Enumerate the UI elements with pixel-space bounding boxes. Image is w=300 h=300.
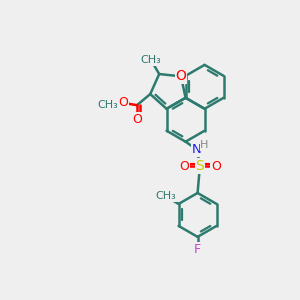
Text: O: O [179, 160, 189, 173]
Text: S: S [196, 159, 204, 173]
Text: H: H [200, 140, 209, 150]
Text: O: O [211, 160, 221, 173]
Text: F: F [194, 243, 201, 256]
Text: N: N [192, 143, 202, 156]
Text: O: O [132, 112, 142, 125]
Text: CH₃: CH₃ [141, 55, 161, 65]
Text: O: O [118, 96, 128, 110]
Text: CH₃: CH₃ [155, 191, 176, 201]
Text: CH₃: CH₃ [98, 100, 118, 110]
Text: O: O [176, 69, 186, 83]
